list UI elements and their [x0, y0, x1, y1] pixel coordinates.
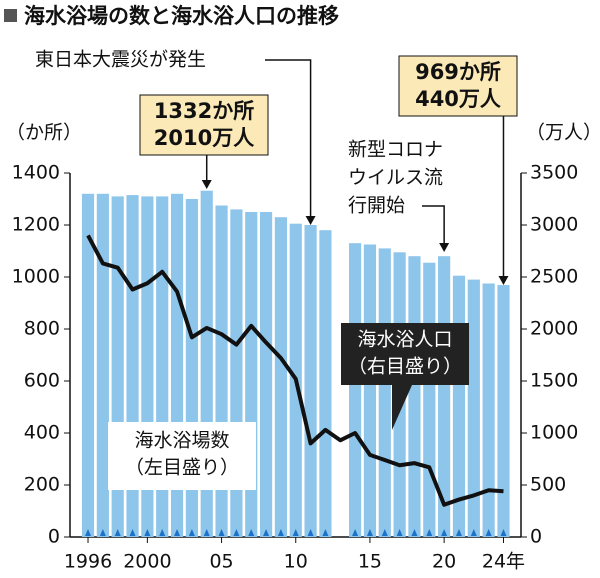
legend-note: （左目盛り）: [125, 457, 239, 479]
bar: [319, 230, 332, 537]
legend-box: [108, 422, 256, 490]
annotation-text: 440万人: [415, 87, 501, 111]
year-marker: [203, 529, 210, 536]
year-marker: [277, 529, 284, 536]
bar: [467, 279, 480, 537]
annotation-text: 1332か所: [154, 99, 254, 123]
y2-axis-label: （万人）: [526, 122, 600, 144]
x-tick-label: 20: [432, 551, 456, 573]
bar: [81, 193, 95, 538]
year-marker: [411, 529, 418, 536]
y-tick-label: 1200: [12, 214, 60, 236]
y2-tick-label: 0: [530, 526, 542, 548]
year-marker: [366, 529, 373, 536]
title-icon: [4, 9, 17, 22]
y-tick-label: 0: [48, 526, 60, 548]
year-marker: [470, 529, 477, 536]
legend-note: （右目盛り）: [348, 356, 462, 378]
y-axis-label: （か所）: [6, 122, 82, 144]
year-marker: [174, 529, 181, 536]
year-marker: [144, 529, 151, 536]
year-marker: [441, 529, 448, 536]
y2-tick-label: 1000: [530, 422, 578, 444]
bar: [363, 244, 377, 537]
year-marker: [218, 529, 225, 536]
bar: [482, 283, 495, 537]
bar: [378, 248, 391, 537]
year-marker: [322, 529, 329, 536]
annotation-box: [398, 55, 518, 117]
year-marker: [99, 529, 106, 536]
x-tick-label: 15: [358, 551, 382, 573]
year-marker: [396, 529, 403, 536]
year-marker: [426, 529, 433, 536]
year-marker: [114, 529, 121, 536]
year-marker: [352, 529, 359, 536]
year-marker: [307, 529, 314, 536]
year-marker: [129, 529, 136, 536]
bar: [304, 225, 317, 537]
year-marker: [188, 529, 195, 536]
line: [86, 234, 504, 507]
year-marker: [381, 529, 388, 536]
annotation-text: 2010万人: [154, 126, 254, 150]
y-tick-label: 800: [24, 318, 60, 340]
y2-tick-label: 1500: [530, 370, 578, 392]
y-tick-label: 1400: [12, 162, 60, 184]
bar: [259, 212, 273, 537]
legend-label: 海水浴場数: [134, 430, 229, 452]
year-marker: [159, 529, 166, 536]
year-marker: [455, 529, 462, 536]
y-tick-label: 200: [24, 474, 60, 496]
chart-title: 海水浴場の数と海水浴人口の推移: [24, 4, 339, 28]
y2-tick-label: 2500: [530, 266, 578, 288]
legend-pointer: [392, 385, 412, 430]
annotation-box: [139, 94, 269, 156]
annotation-text: 行開始: [348, 195, 405, 217]
legend-box: [341, 323, 469, 385]
year-marker: [248, 529, 255, 536]
annotation-text: 969か所: [415, 60, 501, 84]
x-tick-label: 1996: [64, 551, 112, 573]
x-tick-label: 05: [209, 551, 233, 573]
annotation-arrow: [265, 59, 312, 218]
legend-label: 海水浴人口: [357, 329, 452, 351]
annotation-arrow: [422, 205, 445, 245]
annotation-text: 東日本大震災が発生: [35, 49, 206, 71]
bar: [274, 217, 287, 537]
arrow-head: [201, 180, 212, 189]
annotation-text: 新型コロナ: [348, 139, 443, 161]
x-tick-label: 10: [284, 551, 308, 573]
y2-tick-label: 3000: [530, 214, 578, 236]
year-marker: [485, 529, 492, 536]
year-marker: [500, 529, 507, 536]
arrow-head: [305, 216, 316, 225]
year-marker: [85, 529, 92, 536]
x-tick-label: 2000: [123, 551, 171, 573]
year-marker: [292, 529, 299, 536]
y-tick-label: 600: [24, 370, 60, 392]
bar: [497, 285, 510, 537]
y2-tick-label: 500: [530, 474, 566, 496]
bar: [423, 262, 436, 537]
year-marker: [263, 529, 270, 536]
annotation-text: ウイルス流: [348, 167, 443, 189]
y-tick-label: 400: [24, 422, 60, 444]
y-tick-label: 1000: [12, 266, 60, 288]
y2-tick-label: 2000: [530, 318, 578, 340]
y2-tick-label: 3500: [530, 162, 578, 184]
arrow-head: [498, 276, 509, 285]
x-tick-label: 24年: [482, 551, 525, 573]
bar: [408, 256, 421, 537]
bar: [349, 243, 362, 537]
bar: [96, 193, 109, 538]
arrow-head: [439, 243, 450, 252]
year-marker: [233, 529, 240, 536]
